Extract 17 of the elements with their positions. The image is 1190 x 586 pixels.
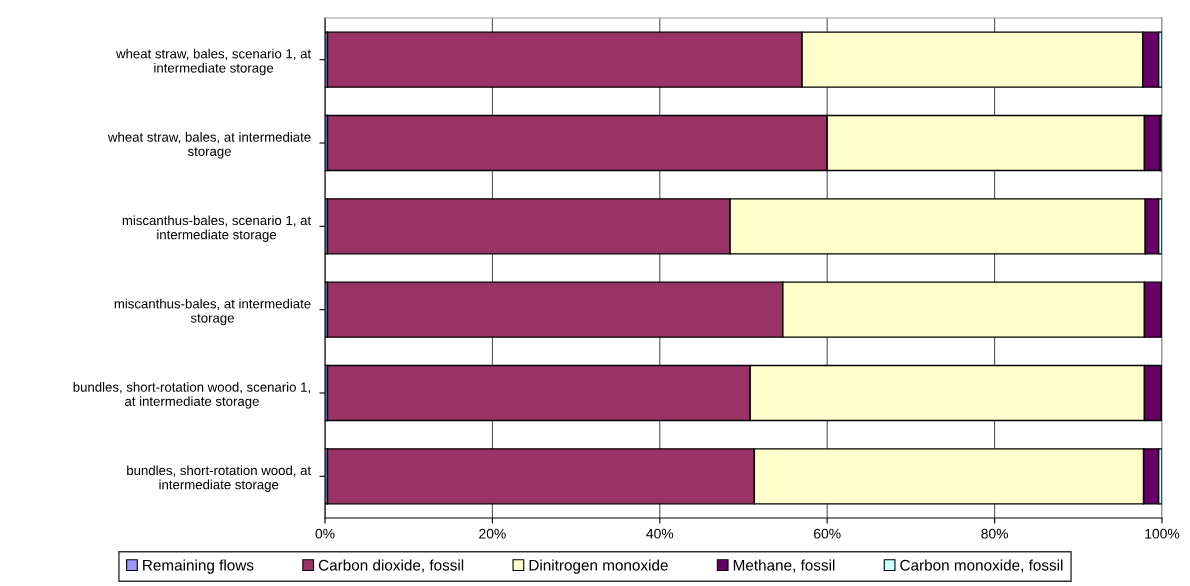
x-tick-label: 0% — [315, 528, 335, 539]
y-tick-label: wheat straw, bales, scenario 1, at intermediate storage — [116, 48, 312, 76]
x-tick-label: 60% — [814, 528, 841, 539]
legend-label: Dinitrogen monoxide — [529, 559, 668, 574]
legend-label: Methane, fossil — [733, 559, 835, 573]
y-tick-label: wheat straw, bales, at intermediate storage — [107, 132, 311, 159]
legend-label: Carbon monoxide, fossil — [900, 559, 1063, 573]
legend-label: Remaining flows — [143, 559, 254, 574]
y-tick-label: bundles, short-rotation wood, scenario 1, at intermediate storage — [73, 382, 310, 409]
x-tick-label: 80% — [981, 528, 1009, 539]
y-tick-label: miscanthus-bales, scenario 1, at intermediate storage — [122, 215, 312, 242]
x-tick-label: 20% — [479, 528, 506, 539]
x-tick-label: 100% — [1145, 528, 1180, 539]
y-tick-label: bundles, short-rotation wood, at intermediate storage — [127, 465, 312, 492]
legend-label: Carbon dioxide, fossil — [318, 559, 464, 573]
x-tick-label: 40% — [646, 528, 674, 539]
y-tick-label: miscanthus-bales, at intermediate storage — [114, 298, 311, 326]
